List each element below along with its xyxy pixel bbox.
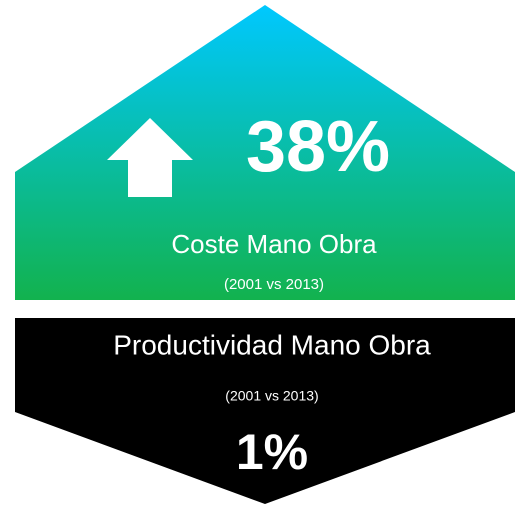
bottom-label: Productividad Mano Obra	[113, 329, 431, 360]
top-value: 38%	[246, 107, 390, 187]
bottom-period: (2001 vs 2013)	[225, 388, 318, 404]
bottom-panel	[15, 318, 515, 504]
top-period: (2001 vs 2013)	[224, 276, 324, 293]
bottom-value: 1%	[236, 424, 308, 480]
up-arrow	[107, 118, 193, 197]
top-panel	[15, 5, 515, 300]
top-label: Coste Mano Obra	[171, 229, 377, 259]
